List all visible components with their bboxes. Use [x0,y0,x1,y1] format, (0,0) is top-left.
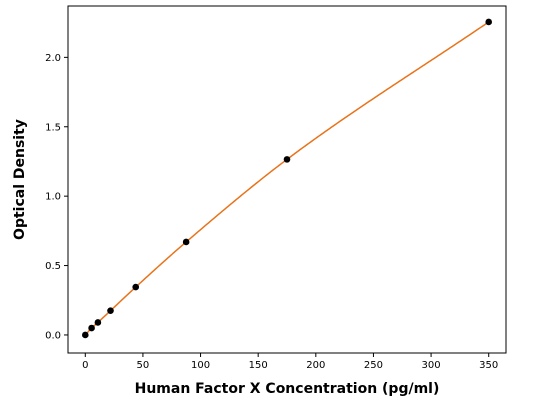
x-tick-label: 250 [364,360,383,371]
y-axis: 0.0 0.5 1.0 1.5 2.0 [45,53,68,341]
y-tick-label: 1.5 [45,122,61,133]
y-tick-label: 2.0 [45,53,61,64]
y-tick-label: 0.5 [45,261,61,272]
plot-area [67,5,507,354]
data-point [485,18,493,26]
data-points [81,18,493,339]
x-tick-label: 100 [191,360,210,371]
x-tick-label: 300 [422,360,441,371]
y-tick-label: 0.0 [45,330,61,341]
data-point [132,283,140,291]
x-tick-label: 0 [82,360,88,371]
x-axis-title: Human Factor X Concentration (pg/ml) [135,381,440,397]
data-point [107,307,114,314]
data-point [81,331,89,339]
y-tick-label: 1.0 [45,192,61,203]
data-point [182,238,190,246]
data-point [88,324,95,332]
y-axis-title: Optical Density [12,119,28,240]
fit-curve-line [84,21,490,336]
x-tick-label: 50 [137,360,150,371]
x-axis: 0 50 100 150 200 250 300 350 [82,353,498,371]
data-point [94,319,102,326]
data-point [283,156,291,163]
x-tick-label: 350 [479,360,498,371]
plot-frame [67,5,507,354]
x-tick-label: 150 [249,360,268,371]
x-tick-label: 200 [306,360,325,371]
